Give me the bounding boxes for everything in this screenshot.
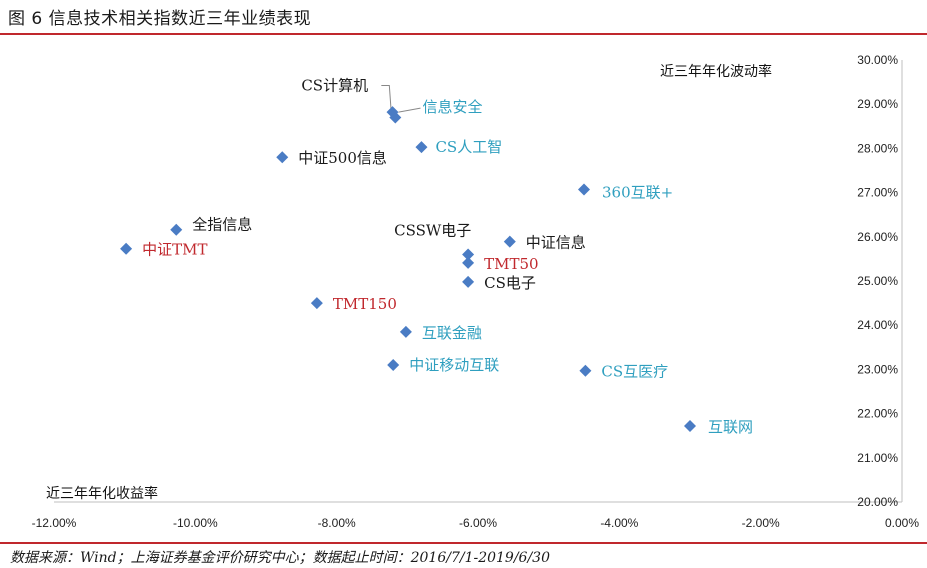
- leader-line: [381, 84, 392, 114]
- scatter-chart: -12.00% -10.00% -8.00% -6.00% -4.00% -2.00% 0.…: [32, 53, 920, 530]
- data-point: [579, 364, 592, 377]
- data-point: [462, 275, 475, 288]
- data-point: [462, 256, 475, 269]
- y-tick-label: 29.00%: [857, 97, 898, 111]
- y-tick-label: 21.00%: [857, 451, 898, 465]
- data-point: [684, 419, 696, 432]
- data-point: [310, 297, 323, 310]
- y-tick-label: 20.00%: [857, 495, 898, 509]
- y-tick-label: 26.00%: [857, 230, 898, 244]
- data-label: CS电子: [484, 274, 536, 292]
- data-point: [578, 183, 590, 196]
- bottom-rule: [0, 542, 927, 544]
- x-tick-label: -10.00%: [173, 516, 218, 530]
- data-point: [170, 223, 183, 236]
- data-label: CS人工智: [435, 138, 502, 156]
- y-tick-label: 28.00%: [857, 141, 898, 155]
- leader-line: [398, 107, 421, 113]
- data-label: 中证TMT: [142, 241, 207, 259]
- data-label: 360互联+: [602, 184, 673, 202]
- figure-title: 图 6 信息技术相关指数近三年业绩表现: [8, 9, 312, 29]
- data-label: CS互医疗: [601, 363, 668, 381]
- x-tick-label: -2.00%: [742, 516, 780, 530]
- x-tick-label: -8.00%: [318, 516, 356, 530]
- x-tick-label: -12.00%: [32, 516, 77, 530]
- data-point: [386, 106, 399, 119]
- y-tick-label: 22.00%: [857, 407, 898, 421]
- data-point: [503, 235, 516, 248]
- data-point: [462, 248, 475, 261]
- data-label: 中证500信息: [298, 149, 387, 167]
- data-label: TMT50: [484, 255, 538, 273]
- y-tick-label: 24.00%: [857, 318, 898, 332]
- y-tick-label: 30.00%: [857, 53, 898, 67]
- y-axis-label: 近三年年化波动率: [660, 63, 772, 80]
- data-point: [399, 325, 412, 338]
- data-point: [415, 141, 428, 154]
- data-point: [276, 151, 289, 164]
- data-point: [120, 242, 133, 255]
- x-tick-label: -4.00%: [600, 516, 638, 530]
- data-label: CS计算机: [301, 76, 368, 94]
- x-axis-label: 近三年年化收益率: [46, 485, 158, 502]
- y-tick-label: 27.00%: [857, 186, 898, 200]
- data-label: 中证移动互联: [409, 356, 499, 374]
- data-label: TMT150: [333, 295, 397, 313]
- data-point: [387, 358, 400, 371]
- data-label: 互联金融: [422, 324, 482, 342]
- data-label: 互联网: [708, 418, 753, 436]
- source-footer: 数据来源：Wind；上海证券基金评价研究中心；数据起止时间：2016/7/1-2…: [10, 550, 550, 566]
- y-tick-label: 23.00%: [857, 362, 898, 376]
- data-label: CSSW电子: [394, 221, 471, 239]
- x-tick-label: 0.00%: [885, 516, 919, 530]
- top-rule: [0, 33, 927, 35]
- data-label: 中证信息: [526, 234, 586, 252]
- x-tick-label: -6.00%: [459, 516, 497, 530]
- y-tick-label: 25.00%: [857, 274, 898, 288]
- data-label: 全指信息: [192, 216, 252, 234]
- data-label: 信息安全: [422, 98, 482, 116]
